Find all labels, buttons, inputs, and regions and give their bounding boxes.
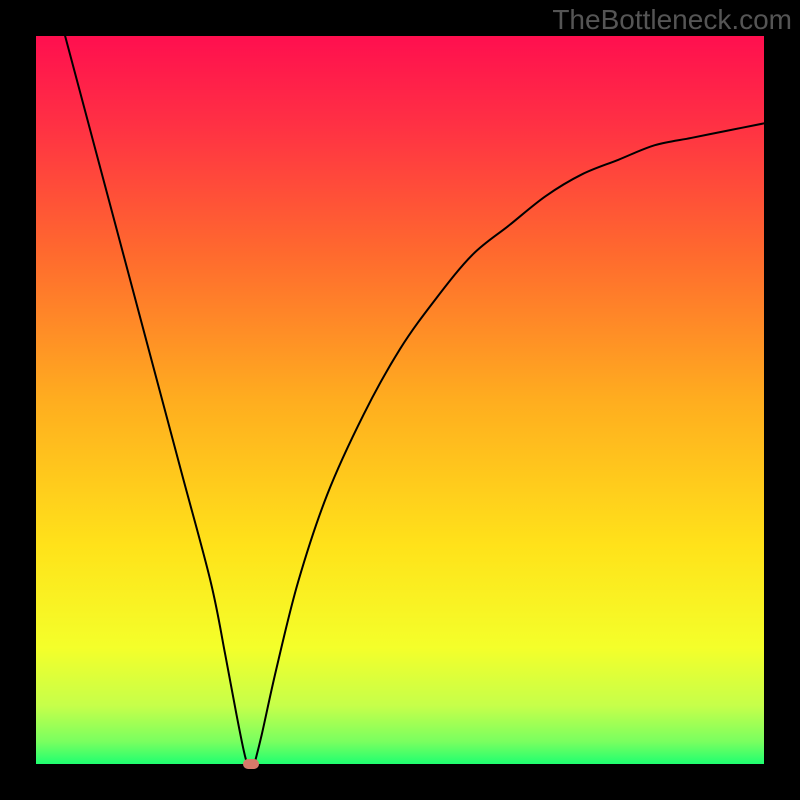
chart-frame: TheBottleneck.com: [0, 0, 800, 800]
plot-area: [36, 36, 764, 764]
curve-left-branch: [65, 36, 247, 764]
bottleneck-marker: [243, 759, 259, 769]
watermark-text: TheBottleneck.com: [552, 4, 792, 36]
curve-right-branch: [254, 123, 764, 764]
curve-layer: [36, 36, 764, 764]
